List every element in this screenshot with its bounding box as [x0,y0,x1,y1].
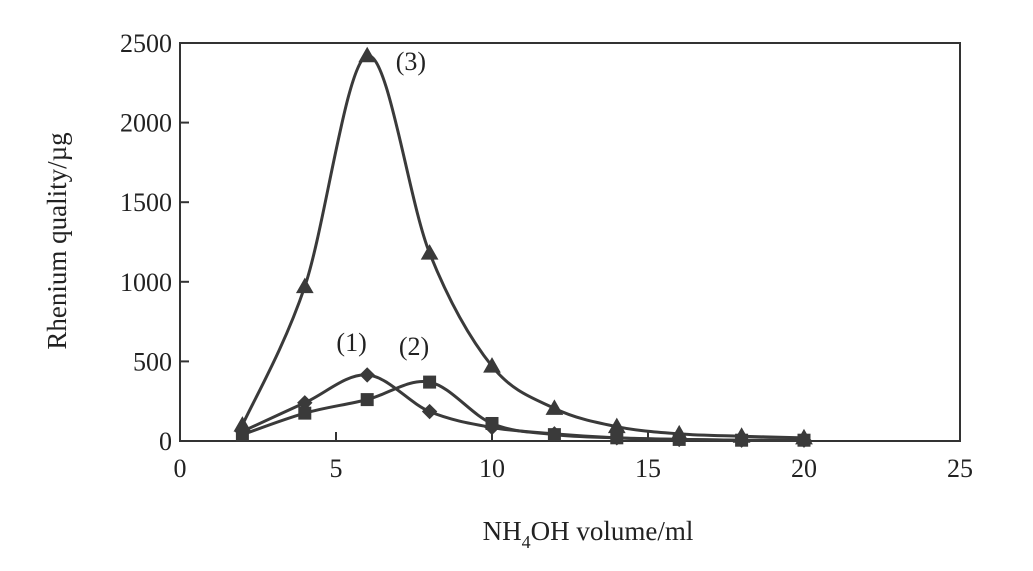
data-point-diamond [359,367,375,383]
series-label: (3) [396,47,426,76]
x-tick-label: 10 [479,454,505,483]
data-point-triangle [483,357,501,373]
series-label: (2) [399,332,429,361]
y-tick-label: 1500 [120,188,172,217]
data-point-triangle [233,416,252,432]
y-tick-label: 500 [133,347,172,376]
data-point-square [423,375,437,389]
x-tick-label: 15 [635,454,661,483]
x-tick-label: 25 [947,454,973,483]
data-point-triangle [420,244,439,260]
x-axis-title: NH4OH volume/ml [483,516,694,552]
series-line [240,54,806,440]
data-point-square [298,406,312,420]
y-tick-label: 0 [159,427,172,456]
data-point-triangle [295,277,314,294]
plot-frame [179,42,961,442]
data-point-triangle [607,417,626,434]
x-tick-label: 5 [330,454,343,483]
data-point-triangle [670,424,689,441]
series-label: (1) [336,328,366,357]
y-tick-label: 2500 [120,29,172,58]
series-3: (3) [233,46,813,445]
data-point-square [547,428,561,442]
data-point-square [360,393,374,407]
data-point-triangle [732,427,751,443]
data-point-square [610,431,624,445]
data-point-triangle [545,399,564,415]
y-tick-label: 2000 [120,109,172,138]
data-point-square [485,416,499,430]
x-tick-label: 20 [791,454,817,483]
data-point-triangle [795,428,813,445]
data-point-diamond [421,403,438,420]
axes: 0 5 10 15 20 25 0 500 1000 1500 2000 2500 [120,29,973,483]
data-point-triangle [358,46,377,63]
series-2: (2) [235,332,811,447]
y-axis-title: Rhenium quality/µg [42,132,72,349]
series-line [240,379,806,442]
x-tick-label: 0 [174,454,187,483]
series-1: (1) [234,328,812,448]
series-group: (1) (2) (3) [233,46,813,448]
y-tick-label: 1000 [120,268,172,297]
